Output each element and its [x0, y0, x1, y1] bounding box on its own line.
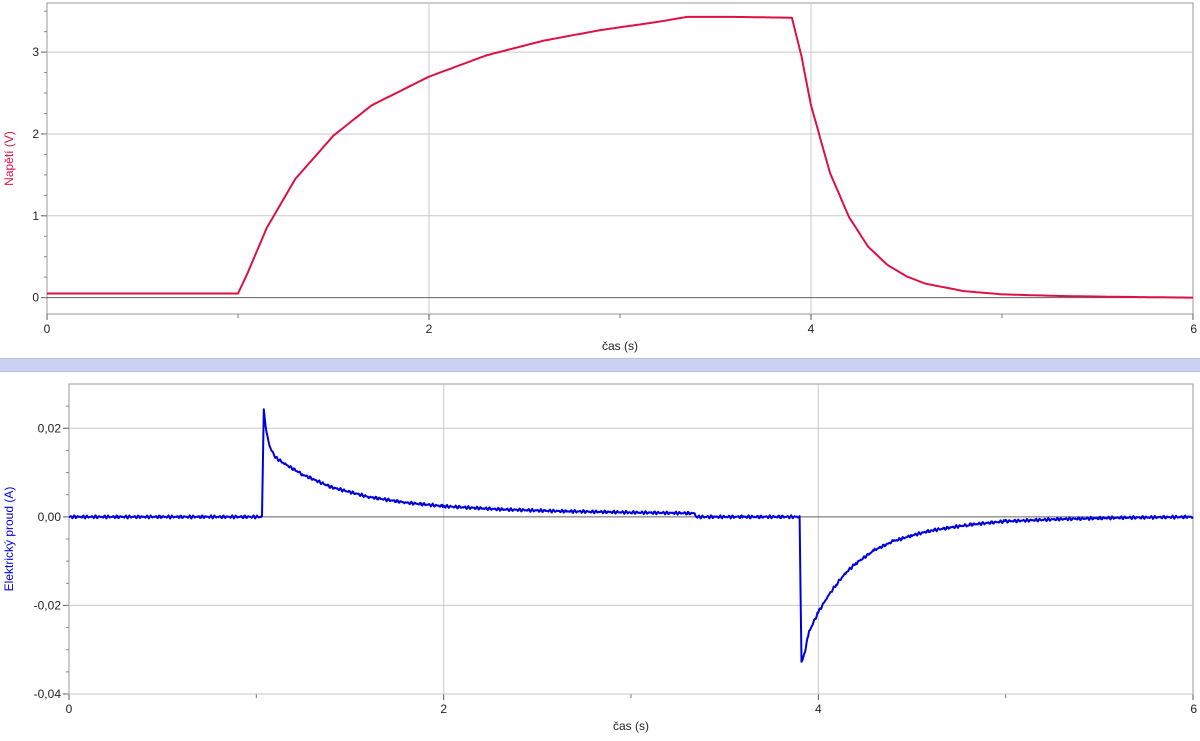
- y-tick-label: 0,02: [38, 421, 62, 435]
- y-tick-label: 0: [32, 291, 39, 305]
- y-axis-title: Napětí (V): [2, 131, 16, 186]
- panel-divider[interactable]: [0, 358, 1200, 372]
- x-axis-title: čas (s): [602, 339, 638, 353]
- y-tick-label: -0,04: [34, 687, 62, 701]
- x-tick-label: 0: [44, 322, 51, 336]
- y-tick-label: 1: [32, 209, 39, 223]
- x-tick-label: 6: [1190, 702, 1197, 716]
- x-tick-label: 2: [440, 702, 447, 716]
- voltage-chart: 0 2 4 6 0 1 2 3 čas (s) Napětí (V): [2, 2, 1197, 353]
- y-axis-title: Elektrický proud (A): [2, 487, 16, 592]
- x-axis-title: čas (s): [613, 719, 649, 733]
- series-line: [47, 15, 1193, 299]
- current-chart-panel: 0 2 4 6 -0,04 -0,02 0,00 0,02 čas (s) Elektrický …: [0, 372, 1200, 741]
- plot-frame: [68, 383, 1194, 695]
- y-tick-label: 2: [32, 127, 39, 141]
- y-tick-label: 0,00: [38, 510, 62, 524]
- voltage-chart-panel: 0 2 4 6 0 1 2 3 čas (s) Napětí (V): [0, 0, 1200, 358]
- series-line: [68, 408, 1194, 663]
- x-tick-label: 6: [1190, 322, 1197, 336]
- plot-frame: [46, 2, 1194, 315]
- x-tick-label: 0: [66, 702, 73, 716]
- x-tick-label: 4: [815, 702, 822, 716]
- x-tick-label: 2: [426, 322, 433, 336]
- x-tick-label: 4: [808, 322, 815, 336]
- current-chart: 0 2 4 6 -0,04 -0,02 0,00 0,02 čas (s) Elektrický …: [2, 383, 1197, 733]
- y-tick-label: -0,02: [34, 598, 62, 612]
- y-tick-label: 3: [32, 45, 39, 59]
